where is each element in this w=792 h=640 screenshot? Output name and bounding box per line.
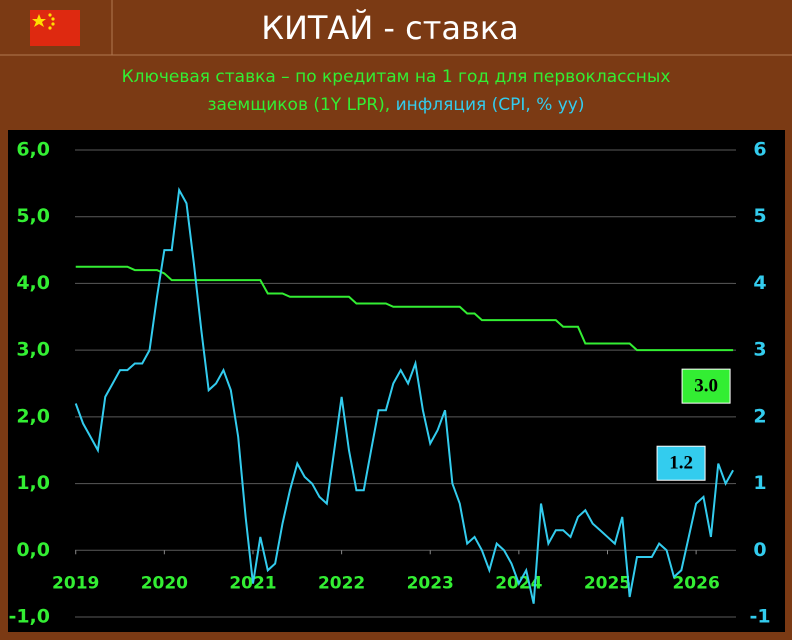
x-tick-label: 2019 [52, 573, 99, 593]
x-tick-label: 2022 [318, 573, 365, 593]
chart-title: КИТАЙ - ставка [261, 9, 519, 47]
flag-field [30, 10, 80, 46]
y2-tick-label: 4 [753, 272, 766, 294]
legend-entry: Ключевая ставка – по кредитам на 1 год д… [122, 67, 671, 87]
y-tick-label: 3,0 [16, 339, 50, 361]
y2-tick-label: 0 [753, 539, 766, 561]
flag [30, 10, 80, 46]
y2-tick-label: 6 [753, 139, 766, 161]
x-tick-label: 2020 [141, 573, 188, 593]
value-label-box [656, 445, 706, 481]
legend-line: заемщиков (1Y LPR), инфляция (CPI, % yy) [207, 95, 584, 115]
y-tick-label: -1,0 [8, 606, 50, 628]
x-tick-label: 2026 [672, 573, 719, 593]
y-tick-label: 4,0 [16, 272, 50, 294]
y-tick-label: 1,0 [16, 472, 50, 494]
y2-tick-label: -1 [749, 606, 770, 628]
legend: Ключевая ставка – по кредитам на 1 год д… [122, 67, 671, 115]
y-tick-label: 0,0 [16, 539, 50, 561]
y-tick-label: 5,0 [16, 205, 50, 227]
flag-star [51, 17, 55, 21]
y-tick-label: 2,0 [16, 405, 50, 427]
x-tick-label: 2025 [584, 573, 631, 593]
value-label: 1.2 [669, 453, 693, 474]
x-tick-label: 2023 [407, 573, 454, 593]
flag-star [51, 22, 55, 26]
series-line [74, 186, 734, 604]
y2-tick-label: 5 [753, 205, 766, 227]
y2-tick-label: 1 [753, 472, 766, 494]
flag-star [48, 13, 52, 17]
series-line [75, 265, 734, 352]
flag-star [48, 26, 52, 30]
legend-entry: инфляция (CPI, % yy) [396, 95, 585, 115]
value-label: 3.0 [694, 376, 718, 397]
flag-star [32, 14, 46, 27]
y-tick-label: 6,0 [16, 139, 50, 161]
y2-tick-label: 2 [753, 405, 766, 427]
value-label-box [681, 368, 731, 404]
y2-tick-label: 3 [753, 339, 766, 361]
